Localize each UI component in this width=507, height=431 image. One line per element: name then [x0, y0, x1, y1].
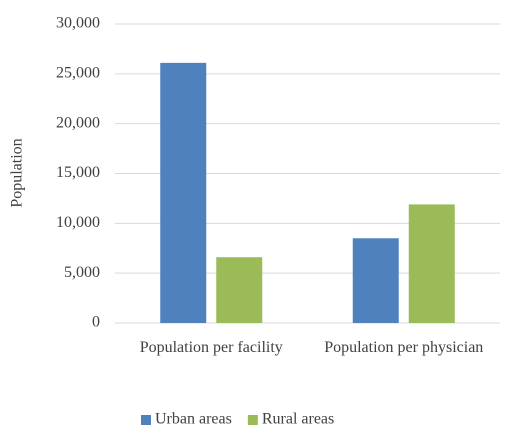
- x-tick-label: Population per physician: [324, 339, 484, 356]
- bar: [216, 257, 263, 323]
- legend-label: Rural areas: [262, 411, 334, 428]
- y-tick-label: 25,000: [56, 65, 100, 82]
- y-tick-label: 10,000: [56, 214, 100, 231]
- x-tick-label: Population per facility: [139, 339, 283, 356]
- legend-swatch: [141, 415, 151, 425]
- y-tick-label: 15,000: [56, 164, 100, 181]
- legend-swatch: [247, 415, 258, 425]
- y-axis-label: Population: [9, 138, 26, 207]
- bar: [352, 238, 399, 323]
- legend-label: Urban areas: [155, 411, 232, 428]
- y-tick-label: 0: [92, 314, 100, 331]
- bar: [160, 62, 207, 324]
- y-tick-label: 5,000: [64, 264, 100, 281]
- y-tick-label: 20,000: [56, 114, 100, 131]
- y-tick-label: 30,000: [56, 15, 100, 32]
- bar: [408, 204, 455, 323]
